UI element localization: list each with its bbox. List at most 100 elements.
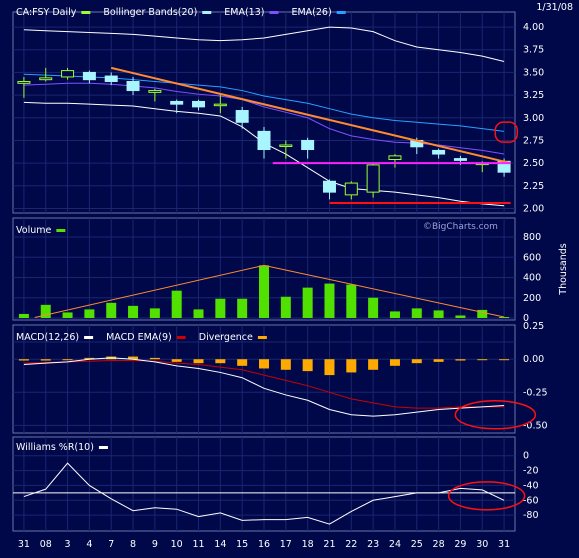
divergence-bar [324,359,335,376]
legend-swatch [98,446,108,449]
macd-ema-line [23,360,505,409]
legend-label: Divergence [199,332,253,343]
legend-swatch [176,336,186,339]
divergence-bar [280,359,291,370]
volume-y-tick: 400 [523,273,541,284]
volume-bar [62,312,73,318]
divergence-bar [477,359,488,361]
volume-bar [106,302,117,318]
divergence-bar [149,357,160,360]
price-y-tick: 3.00 [523,113,544,124]
x-tick-label: 30 [476,539,488,550]
price-y-tick: 3.25 [523,90,544,101]
divergence-bar [433,359,444,362]
volume-bar [368,297,379,318]
volume-bar [346,284,357,318]
candle-body [148,90,162,93]
divergence-bar [171,359,182,362]
volume-bar [455,315,466,318]
header-date: 1/31/08 [536,2,573,13]
legend-label: Bollinger Bands(20) [103,7,197,18]
x-tick-label: 31 [498,539,510,550]
legend-swatch [202,11,212,14]
x-tick-label: 15 [236,539,248,550]
price-trendline [110,66,511,165]
divergence-bar [455,359,466,361]
bollinger-upper-line [23,26,505,63]
price-y-tick: 3.50 [523,67,544,78]
williams-y-tick: 0 [523,451,529,462]
volume-bar [40,304,51,318]
volume-bar [128,305,139,318]
x-tick-label: 3 [65,539,71,550]
x-tick-label: 10 [171,539,183,550]
x-tick-label: 16 [258,539,270,550]
macd-y-tick: 0.00 [523,354,544,365]
divergence-bar [302,359,313,372]
volume-trendline [263,264,505,318]
macd-y-tick: -0.50 [523,420,548,431]
williams-y-tick: -80 [523,510,539,521]
volume-bar [302,287,313,318]
candle-body [257,130,271,151]
candle-body [388,155,402,160]
x-tick-label: 22 [345,539,357,550]
legend-label: CA:FSY Daily [16,7,77,18]
legend-swatch [84,336,94,339]
legend-swatch [81,11,91,14]
williams-y-tick: -40 [523,480,539,491]
williams-y-tick: -20 [523,466,539,477]
x-tick-label: 31 [18,539,30,550]
legend-label: EMA(26) [291,7,331,18]
price-annotation-box [494,121,519,143]
volume-bar [84,309,95,318]
x-tick-label: 11 [192,539,204,550]
price-y-tick: 4.00 [523,22,544,33]
x-tick-label: 08 [40,539,52,550]
candle-body [39,77,53,81]
x-tick-label: 4 [86,539,92,550]
candle-body [235,110,249,123]
volume-y-tick: 600 [523,252,541,263]
macd-y-tick: -0.25 [523,387,548,398]
candle-body [170,100,184,105]
volume-y-tick: 800 [523,232,541,243]
volume-axis-label: Thousands [558,243,569,295]
legend-label: Williams %R(10) [16,442,94,453]
x-tick-label: 23 [367,539,379,550]
candle-body [366,164,380,193]
x-tick-label: 18 [302,539,314,550]
x-tick-label: 24 [389,539,401,550]
candle-body [279,144,293,147]
divergence-bar [346,359,357,373]
williams-line [23,462,505,525]
williams-annotation-ellipse [447,481,526,511]
x-tick-label: 17 [280,539,292,550]
divergence-bar [499,359,510,361]
candle-body [432,149,446,155]
volume-bar [477,309,488,318]
volume-bar [499,316,510,318]
volume-bar [324,283,335,318]
x-tick-label: 8 [130,539,136,550]
x-tick-label: 14 [214,539,226,550]
candle-body [344,182,358,196]
divergence-bar [62,359,73,361]
legend-label: MACD(12,26) [16,332,79,343]
macd-annotation-ellipse [454,400,537,430]
volume-bar [215,298,226,318]
divergence-bar [215,359,226,364]
volume-bar [259,265,269,318]
volume-bar [280,296,291,318]
x-tick-label: 29 [454,539,466,550]
volume-trendline [34,264,265,318]
volume-bar [411,308,422,318]
candle-body [126,80,140,92]
volume-bar [237,298,248,318]
divergence-bar [237,359,248,366]
legend-label: MACD EMA(9) [106,332,172,343]
legend-swatch [56,229,66,232]
candle-body [61,70,75,78]
volume-bar [149,308,160,318]
divergence-bar [84,357,95,360]
